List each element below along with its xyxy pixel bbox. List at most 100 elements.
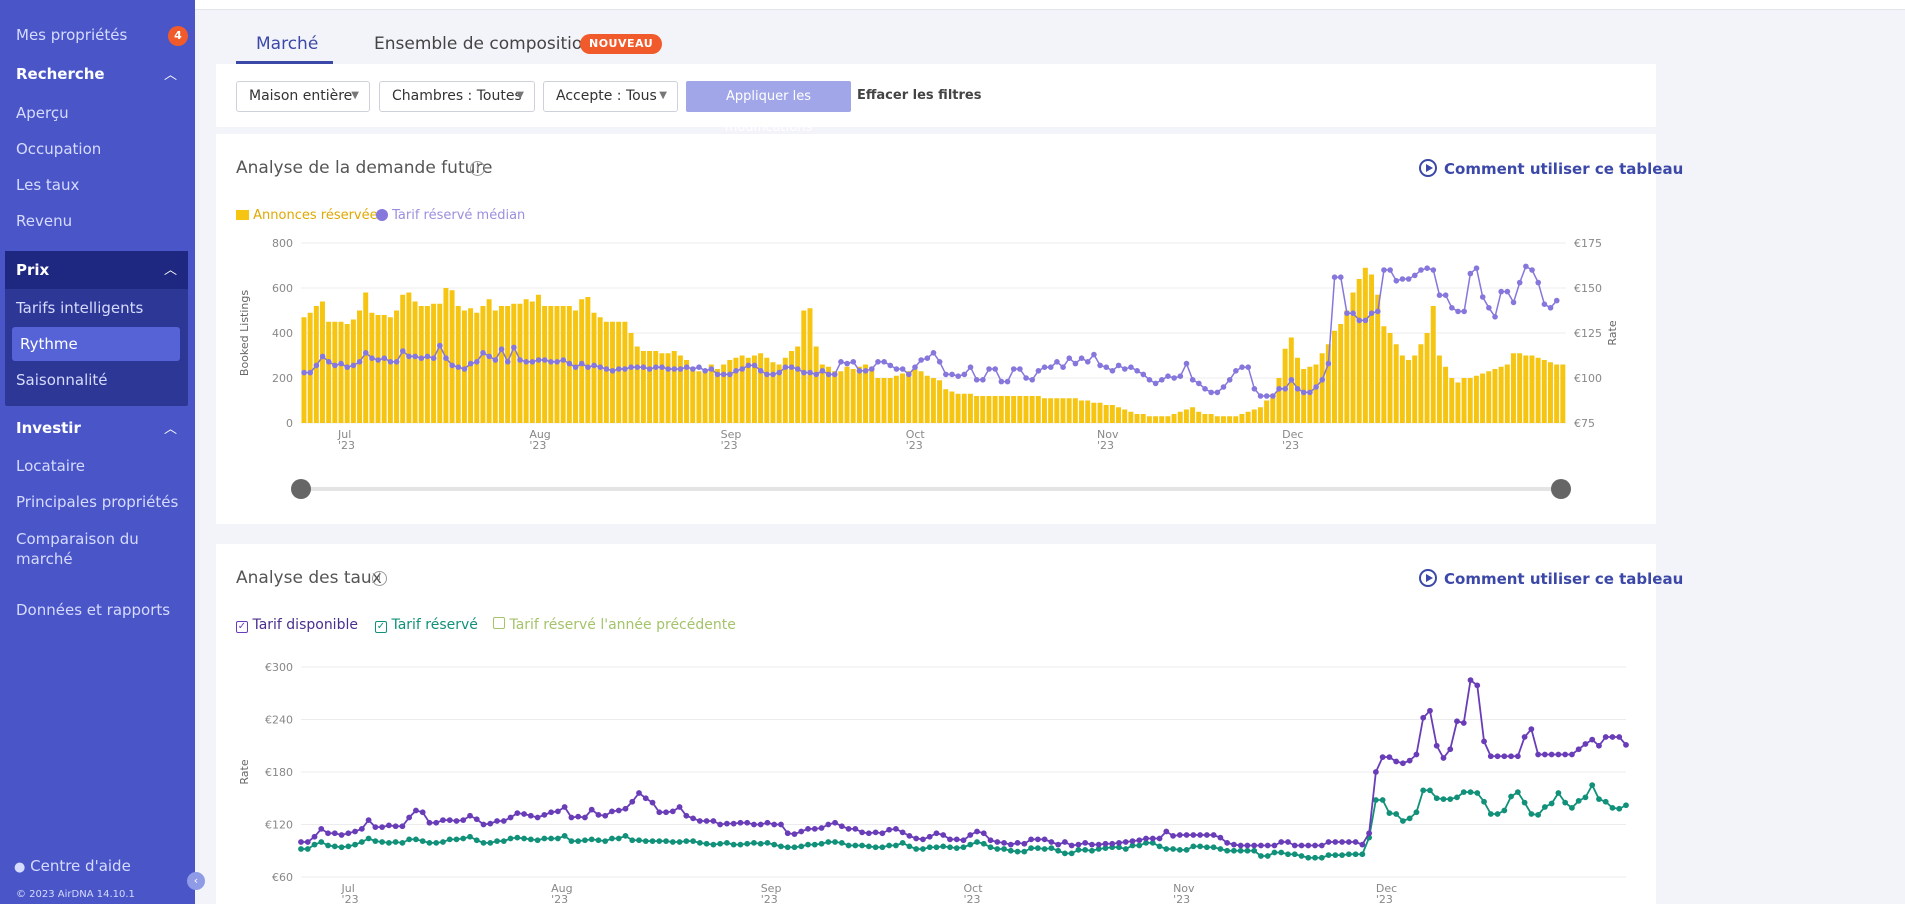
bar [1041, 398, 1047, 423]
bar [875, 378, 881, 423]
sidebar-item-my-properties[interactable]: Mes propriétés [16, 26, 128, 44]
legend-booked-rate[interactable]: ✓ Tarif réservé [375, 617, 478, 633]
bedrooms-select[interactable]: Chambres : Toutes ▼ [379, 81, 535, 112]
available-rate-point [1095, 841, 1102, 848]
bar [967, 393, 973, 423]
available-rate-point [1285, 839, 1291, 845]
sidebar-item-rates[interactable]: Les taux [16, 176, 80, 194]
bar [332, 321, 338, 423]
median-rate-point [1270, 393, 1276, 399]
median-rate-point [1171, 375, 1177, 381]
demand-howto-link[interactable]: Comment utiliser ce tableau [1444, 160, 1684, 178]
sidebar-section-pricing-header[interactable] [5, 251, 188, 289]
apply-changes-button[interactable]: Appliquer les modifications [686, 81, 851, 135]
legend-available-rate[interactable]: ✓ Tarif disponible [236, 617, 358, 633]
y-axis-label: Booked Listings [238, 290, 251, 376]
sidebar-item-data-reports[interactable]: Données et rapports [16, 601, 171, 619]
info-icon[interactable]: i [470, 161, 485, 176]
sidebar-section-invest[interactable]: Investir [16, 419, 81, 437]
y-tick-label: €120 [265, 819, 293, 832]
chevron-up-icon[interactable]: ︿ [163, 422, 177, 437]
checkbox-unchecked-icon[interactable] [493, 617, 505, 629]
median-rate-point [764, 371, 770, 378]
available-rate-point [473, 816, 480, 823]
bar [1097, 402, 1103, 423]
bar [714, 369, 720, 423]
sidebar-item-market-comparison[interactable]: Comparaison du marché [16, 530, 139, 568]
median-rate-point [1208, 389, 1214, 396]
tab-comp-set[interactable]: Ensemble de composition [374, 34, 594, 54]
available-rate-point [818, 825, 825, 831]
y2-axis-label: Rate [1606, 320, 1619, 345]
sidebar-item-overview[interactable]: Aperçu [16, 104, 69, 122]
median-rate-point [1152, 380, 1159, 387]
booked-rate-point [1508, 793, 1514, 800]
median-rate-point [332, 362, 338, 369]
help-center-link[interactable]: ● Centre d'aide [14, 857, 131, 875]
sidebar-section-research[interactable]: Recherche [16, 65, 105, 83]
x-tick-label: Aug [551, 882, 572, 895]
accepts-select[interactable]: Accepte : Tous ▼ [543, 81, 678, 112]
sidebar-item-pacing[interactable]: Rythme [20, 335, 78, 353]
median-rate-point [1134, 368, 1140, 374]
bar [1029, 396, 1035, 423]
play-circle-icon[interactable] [1419, 159, 1437, 177]
available-rate-point [920, 836, 926, 843]
available-rate-point [636, 790, 642, 796]
bar [357, 310, 363, 423]
x-tick-year: '23 [551, 893, 568, 904]
median-rate-point [1430, 267, 1437, 273]
sidebar-item-renter[interactable]: Locataire [16, 457, 86, 475]
legend-prev-year-rate[interactable]: Tarif réservé l'année précédente [493, 617, 736, 633]
booked-rate-point [1352, 851, 1359, 858]
date-range-end-handle[interactable] [1551, 479, 1571, 499]
sidebar-item-smart-rates[interactable]: Tarifs intelligents [16, 299, 144, 317]
bar [782, 357, 788, 423]
checkbox-checked-icon[interactable]: ✓ [375, 621, 387, 633]
bar [1560, 364, 1566, 423]
available-rate-point [534, 814, 541, 821]
median-rate-point [1424, 265, 1430, 271]
play-circle-icon[interactable] [1419, 569, 1437, 587]
booked-rate-point [656, 838, 663, 845]
sidebar-item-top-properties[interactable]: Principales propriétés [16, 493, 179, 511]
median-rate-point [566, 360, 573, 367]
bar [320, 301, 325, 423]
available-rate-point [385, 822, 392, 829]
chevron-up-icon[interactable]: ︿ [163, 263, 177, 278]
median-rate-point [628, 364, 634, 370]
median-rate-point [443, 355, 449, 361]
chevron-up-icon[interactable]: ︿ [163, 68, 177, 83]
tab-market[interactable]: Marché [256, 34, 319, 54]
median-rate-point [572, 364, 579, 370]
sidebar-item-seasonality[interactable]: Saisonnalité [16, 371, 108, 389]
date-range-start-handle[interactable] [291, 479, 311, 499]
collapse-sidebar-button[interactable]: ‹ [187, 872, 205, 890]
median-rate-point [813, 371, 820, 378]
booked-rate-point [1116, 844, 1122, 851]
info-icon[interactable]: i [372, 571, 387, 586]
legend-booked-listings[interactable]: Annonces réservées [236, 208, 384, 223]
legend-median-rate[interactable]: Tarif réservé médian [376, 208, 525, 223]
available-rate-point [1400, 760, 1406, 767]
bar [684, 360, 690, 423]
available-rate-point [406, 814, 413, 821]
clear-filters-button[interactable]: Effacer les filtres [857, 88, 982, 103]
date-range-slider-track[interactable] [300, 487, 1562, 491]
median-rate-point [1072, 360, 1079, 367]
booked-rate-point [696, 839, 703, 846]
sidebar-section-pricing[interactable]: Prix [16, 261, 50, 279]
property-type-select[interactable]: Maison entière ▼ [236, 81, 370, 112]
bar [721, 364, 727, 423]
bar [628, 333, 634, 423]
sidebar-item-revenue[interactable]: Revenu [16, 212, 73, 230]
bar [887, 378, 893, 423]
checkbox-checked-icon[interactable]: ✓ [236, 621, 248, 633]
bar [924, 375, 930, 423]
bar [863, 364, 869, 423]
booked-rate-point [399, 839, 406, 846]
sidebar-item-occupancy[interactable]: Occupation [16, 140, 102, 158]
rates-howto-link[interactable]: Comment utiliser ce tableau [1444, 570, 1684, 588]
bar [671, 351, 677, 423]
booked-rate-point [1420, 787, 1427, 794]
